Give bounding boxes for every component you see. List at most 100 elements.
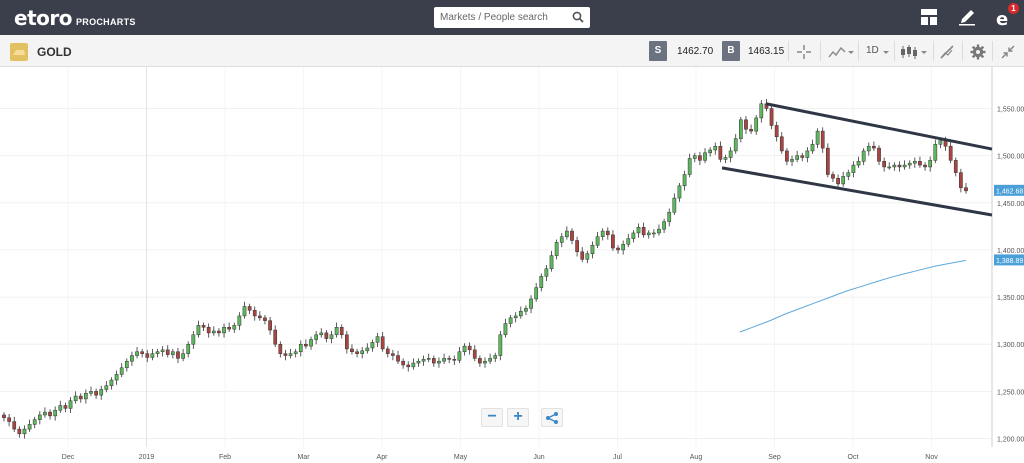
- candle-body: [682, 174, 687, 187]
- candle-body: [462, 345, 467, 353]
- candle-body: [657, 228, 661, 234]
- chevron-down-icon[interactable]: [882, 44, 890, 60]
- pencil-icon[interactable]: [958, 8, 976, 26]
- candle-body: [534, 287, 539, 300]
- candle-body: [452, 359, 457, 361]
- layout-icon[interactable]: [920, 8, 938, 26]
- candle-body: [99, 389, 104, 396]
- candle-body: [866, 145, 871, 152]
- candle-body: [344, 334, 349, 350]
- settings-icon[interactable]: [970, 44, 986, 60]
- crosshair-icon[interactable]: [796, 44, 812, 60]
- timeframe-selector[interactable]: 1D: [866, 45, 879, 56]
- search-box[interactable]: [434, 7, 590, 28]
- candlestick-series: [2, 99, 968, 439]
- candle-body: [493, 355, 498, 359]
- share-button[interactable]: [541, 408, 563, 427]
- candle-body: [135, 351, 139, 356]
- asset-name: GOLD: [37, 45, 72, 59]
- candle-body: [442, 358, 446, 362]
- candle-body: [339, 326, 344, 336]
- candle-body: [733, 138, 738, 152]
- candle-body: [774, 125, 779, 138]
- candle-body: [447, 358, 452, 360]
- candle-body: [959, 172, 963, 188]
- sell-price[interactable]: 1462.70: [677, 46, 714, 57]
- candle-body: [907, 162, 912, 166]
- candle-body: [391, 353, 395, 356]
- candle-body: [130, 355, 134, 362]
- etoro-logo[interactable]: etoro PROCHARTS: [14, 6, 136, 30]
- collapse-icon[interactable]: [1000, 44, 1016, 60]
- candle-body: [365, 347, 370, 352]
- y-tick-label: 1,350.00: [997, 295, 1024, 302]
- zoom-out-button[interactable]: −: [481, 408, 503, 427]
- candle-body: [877, 147, 881, 162]
- x-tick-label: Dec: [62, 454, 75, 461]
- candle-body: [58, 405, 63, 411]
- share-icon[interactable]: [545, 411, 559, 425]
- buy-price[interactable]: 1463.15: [748, 46, 785, 57]
- candle-body: [559, 236, 564, 243]
- candle-body: [114, 374, 119, 381]
- candle-body: [636, 227, 641, 234]
- candle-body: [288, 353, 293, 356]
- y-tick-label: 1,250.00: [997, 389, 1024, 396]
- candle-body: [539, 276, 544, 288]
- candle-body: [703, 152, 707, 161]
- trend-channel[interactable]: [721, 102, 993, 217]
- candle-body: [790, 159, 794, 162]
- candle-body: [176, 351, 180, 359]
- candle-body: [63, 405, 68, 409]
- candle-body: [319, 332, 324, 336]
- candles-icon[interactable]: [900, 44, 928, 60]
- candle-body: [171, 351, 175, 355]
- candle-body: [206, 326, 211, 334]
- y-tick-label: 1,450.00: [997, 201, 1024, 208]
- candle-body: [810, 144, 815, 152]
- candle-body: [124, 360, 129, 369]
- candle-body: [513, 315, 518, 319]
- candle-body: [524, 308, 528, 312]
- candle-body: [692, 155, 697, 159]
- search-icon[interactable]: [572, 11, 584, 23]
- sell-button[interactable]: S: [649, 41, 667, 61]
- candle-body: [785, 150, 789, 162]
- buy-button[interactable]: B: [722, 41, 740, 61]
- candle-body: [498, 334, 503, 356]
- candle-body: [12, 421, 17, 430]
- candle-body: [431, 358, 436, 364]
- candle-body: [263, 317, 267, 321]
- candle-body: [304, 343, 308, 347]
- candle-body: [32, 419, 37, 425]
- compare-icon[interactable]: [828, 44, 854, 60]
- zoom-in-button[interactable]: +: [507, 408, 529, 427]
- x-tick-label: Sep: [768, 454, 781, 461]
- candle-body: [350, 348, 354, 353]
- candle-body: [887, 166, 892, 169]
- channel-lower-line: [721, 166, 993, 217]
- profile-icon[interactable]: e: [995, 8, 1013, 28]
- notification-badge[interactable]: 1: [1008, 3, 1019, 14]
- y-axis-labels: 1,550.00 1,500.00 1,450.00 1,400.00 1,350.00…: [997, 106, 1024, 443]
- search-input[interactable]: [440, 9, 565, 26]
- candle-body: [687, 158, 692, 175]
- candle-body: [89, 391, 93, 394]
- candle-body: [953, 160, 958, 173]
- candle-body: [140, 351, 145, 354]
- x-tick-label: 2019: [139, 454, 155, 461]
- separator: [788, 41, 789, 61]
- candle-body: [222, 326, 226, 334]
- last-price-label: 1,462.68: [996, 188, 1023, 195]
- candle-body: [109, 379, 114, 386]
- candle-body: [2, 414, 6, 419]
- candle-body: [196, 325, 201, 336]
- candle-body: [37, 414, 42, 420]
- candle-body: [201, 325, 206, 328]
- candle-body: [662, 221, 666, 230]
- price-chart[interactable]: Dec 2019 Feb Mar Apr May Jun Jul Aug Sep Oct Nov 1,…: [0, 67, 1024, 463]
- candle-body: [467, 345, 472, 351]
- candle-body: [478, 358, 482, 364]
- drawing-icon[interactable]: [939, 44, 955, 60]
- candle-body: [483, 360, 487, 364]
